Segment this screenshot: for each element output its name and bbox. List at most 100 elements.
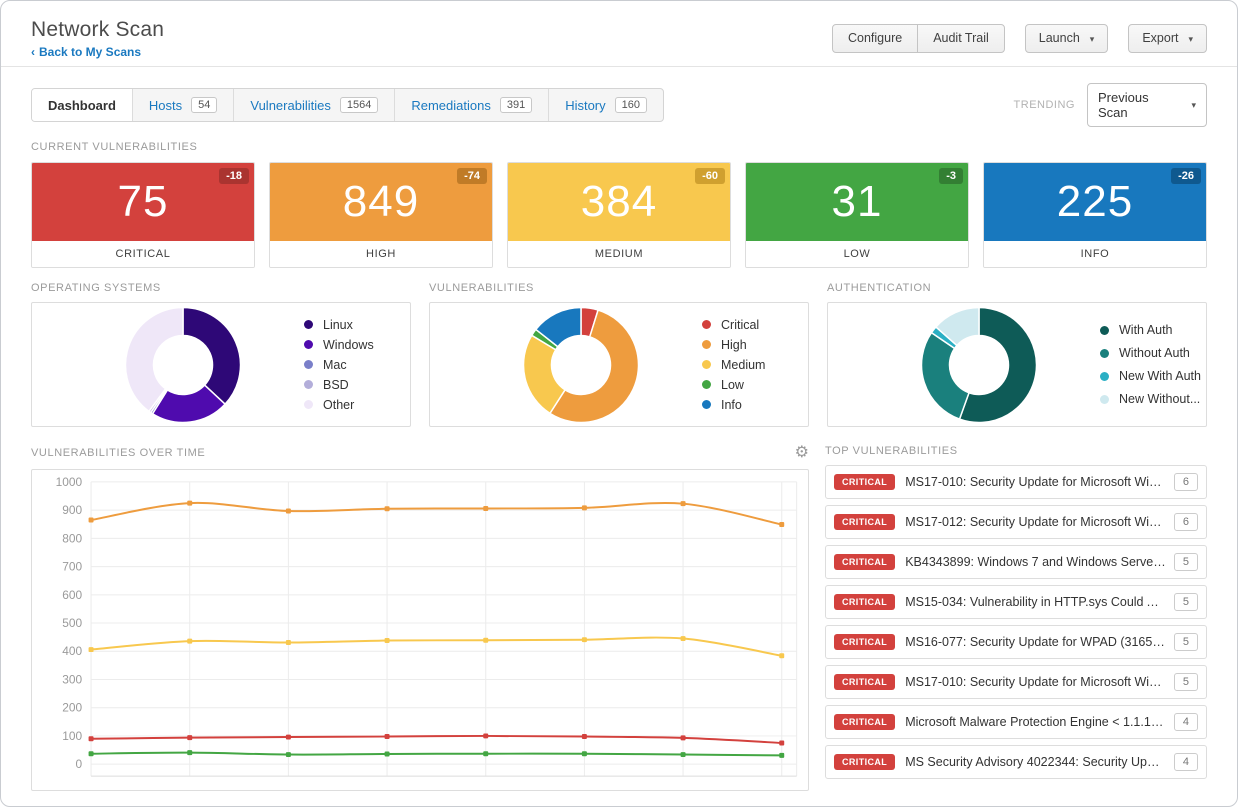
legend-label: New Without... <box>1119 392 1201 406</box>
launch-button-label: Launch <box>1038 31 1080 45</box>
severity-count: 384 <box>580 177 658 226</box>
configure-button[interactable]: Configure <box>831 24 919 53</box>
donut-charts-row: OPERATING SYSTEMS Linux Windows Mac BSD Other… <box>1 268 1237 427</box>
current-vulnerabilities-label: CURRENT VULNERABILITIES <box>31 141 198 153</box>
severity-badge: CRITICAL <box>834 714 896 730</box>
legend-item-info: Info <box>702 398 765 412</box>
vulnerabilities-panel: Critical High Medium Low Info <box>429 302 809 427</box>
legend-dot-icon <box>304 340 313 349</box>
vulnerabilities-legend: Critical High Medium Low Info <box>702 318 765 412</box>
gear-icon[interactable]: ⚙ <box>794 444 809 461</box>
tab-count-badge: 160 <box>614 97 647 113</box>
severity-badge: CRITICAL <box>834 514 896 530</box>
legend-item-other: Other <box>304 398 374 412</box>
legend-label: Without Auth <box>1119 346 1190 360</box>
severity-card-info[interactable]: -26 225 INFO <box>983 162 1207 268</box>
page-title: Network Scan <box>31 18 165 41</box>
vulnerability-name: MS17-010: Security Update for Microsoft … <box>905 475 1166 489</box>
header-divider <box>1 66 1237 67</box>
back-link-label: Back to My Scans <box>39 45 142 59</box>
vulnerability-name: MS17-010: Security Update for Microsoft … <box>905 675 1166 689</box>
severity-card-critical[interactable]: -18 75 CRITICAL <box>31 162 255 268</box>
legend-dot-icon <box>702 400 711 409</box>
severity-card-label: CRITICAL <box>32 241 254 267</box>
vulnerability-count-badge: 4 <box>1173 753 1198 771</box>
severity-card-medium[interactable]: -60 384 MEDIUM <box>507 162 731 268</box>
page-header: Network Scan ‹ Back to My Scans Configure… <box>1 1 1237 61</box>
audit-trail-button[interactable]: Audit Trail <box>917 24 1005 53</box>
tab-history[interactable]: History 160 <box>548 89 663 121</box>
legend-dot-icon <box>304 380 313 389</box>
severity-card-color-block: -60 384 <box>508 163 730 241</box>
legend-dot-icon <box>702 320 711 329</box>
vulnerabilities-over-time-section: VULNERABILITIES OVER TIME ⚙ 0 100 200 300 40… <box>31 445 809 791</box>
legend-item-low: Low <box>702 378 765 392</box>
tab-label: Remediations <box>411 97 491 113</box>
vulnerabilities-label: VULNERABILITIES <box>429 282 534 294</box>
legend-item-linux: Linux <box>304 318 374 332</box>
trending-label: TRENDING <box>1013 99 1075 111</box>
line-chart-panel: 0 100 200 300 400 500 600 700 800 900 1000 <box>31 469 809 791</box>
title-block: Network Scan ‹ Back to My Scans <box>31 18 164 61</box>
vulnerability-count-badge: 5 <box>1173 593 1198 611</box>
legend-item-mac: Mac <box>304 358 374 372</box>
severity-cards: -18 75 CRITICAL -74 849 HIGH -60 384 MEDIUM -3 31 L… <box>31 162 1207 268</box>
authentication-label: AUTHENTICATION <box>827 282 932 294</box>
export-button[interactable]: Export ▾ <box>1128 24 1207 53</box>
legend-item-without-auth: Without Auth <box>1100 346 1201 360</box>
tab-dashboard[interactable]: Dashboard <box>32 89 132 121</box>
tab-count-badge: 391 <box>499 97 533 113</box>
trending-select[interactable]: Previous Scan ▾ <box>1087 83 1207 127</box>
launch-button[interactable]: Launch ▾ <box>1024 24 1109 53</box>
trend-delta-badge: -18 <box>219 168 249 184</box>
severity-count: 225 <box>1056 177 1134 226</box>
trend-delta-badge: -60 <box>695 168 725 184</box>
vulnerability-list-item[interactable]: CRITICAL KB4343899: Windows 7 and Windows… <box>825 545 1207 579</box>
tab-hosts[interactable]: Hosts 54 <box>131 89 233 121</box>
operating-systems-donut-chart <box>124 306 242 423</box>
y-axis-tick-label: 0 <box>75 757 82 771</box>
severity-badge: CRITICAL <box>834 674 896 690</box>
y-axis-tick-label: 200 <box>62 701 82 715</box>
vulnerability-list-item[interactable]: CRITICAL MS Security Advisory 4022344: Se… <box>825 745 1207 779</box>
severity-card-high[interactable]: -74 849 HIGH <box>269 162 493 268</box>
operating-systems-legend: Linux Windows Mac BSD Other <box>304 318 374 412</box>
vulnerability-name: KB4343899: Windows 7 and Windows Server … <box>905 555 1166 569</box>
tab-count-badge: 54 <box>191 97 218 113</box>
legend-label: BSD <box>323 377 349 392</box>
vulnerability-list-item[interactable]: CRITICAL MS16-077: Security Update for WP… <box>825 625 1207 659</box>
severity-card-color-block: -3 31 <box>746 163 968 241</box>
vulnerabilities-donut-chart <box>522 306 640 423</box>
legend-label: With Auth <box>1119 323 1173 337</box>
tab-row: Dashboard Hosts 54 Vulnerabilities 1564 Remed… <box>1 67 1237 127</box>
trending-control: TRENDING Previous Scan ▾ <box>1014 83 1207 127</box>
severity-badge: CRITICAL <box>834 594 896 610</box>
severity-card-low[interactable]: -3 31 LOW <box>745 162 969 268</box>
legend-label: New With Auth <box>1119 369 1201 383</box>
vulnerability-list-item[interactable]: CRITICAL MS17-010: Security Update for Mi… <box>825 465 1207 499</box>
y-axis-tick-label: 400 <box>62 644 82 658</box>
tab-remediations[interactable]: Remediations 391 <box>394 89 548 121</box>
vulnerability-list-item[interactable]: CRITICAL MS17-010: Security Update for Mi… <box>825 665 1207 699</box>
vulnerability-list-item[interactable]: CRITICAL MS17-012: Security Update for Mi… <box>825 505 1207 539</box>
vulnerability-name: MS Security Advisory 4022344: Security U… <box>905 755 1166 769</box>
series-line-high <box>90 501 782 526</box>
vulnerability-list-item[interactable]: CRITICAL MS15-034: Vulnerability in HTTP.… <box>825 585 1207 619</box>
legend-label: Windows <box>323 337 374 352</box>
trending-select-value: Previous Scan <box>1098 90 1149 120</box>
y-axis-tick-label: 100 <box>62 729 82 743</box>
series-line-critical <box>91 734 782 744</box>
y-axis-tick-label: 300 <box>62 672 82 686</box>
back-to-my-scans-link[interactable]: ‹ Back to My Scans <box>31 45 141 59</box>
legend-dot-icon <box>304 400 313 409</box>
severity-card-color-block: -26 225 <box>984 163 1206 241</box>
legend-dot-icon <box>702 340 711 349</box>
vulnerability-count-badge: 5 <box>1173 553 1198 571</box>
vulnerabilities-block: VULNERABILITIES Critical High Medium Low Info <box>429 282 809 427</box>
severity-badge: CRITICAL <box>834 474 896 490</box>
bottom-row: VULNERABILITIES OVER TIME ⚙ 0 100 200 300 40… <box>1 427 1237 791</box>
y-axis-tick-label: 500 <box>62 616 82 630</box>
tab-vulnerabilities[interactable]: Vulnerabilities 1564 <box>233 89 394 121</box>
vulnerability-list-item[interactable]: CRITICAL Microsoft Malware Protection Eng… <box>825 705 1207 739</box>
